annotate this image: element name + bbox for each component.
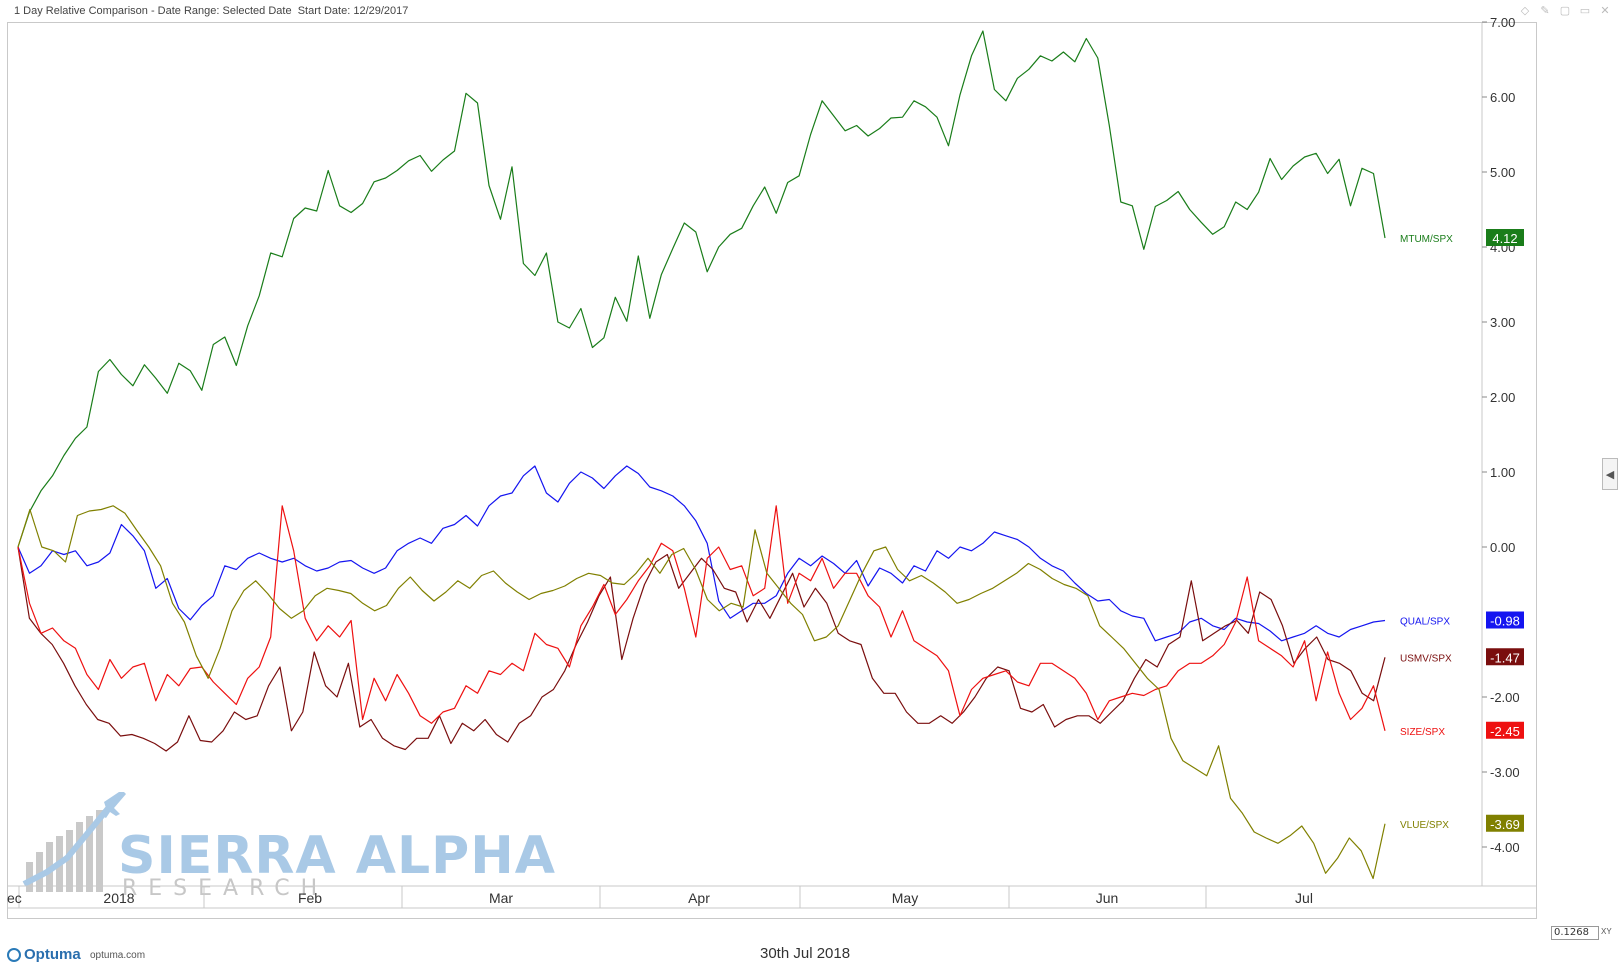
last-value-badge: [1486, 648, 1524, 666]
y-tick-label: -2.00: [1490, 690, 1520, 705]
optuma-logo-icon: [7, 948, 21, 962]
series-line-qual-spx: [17, 465, 1386, 642]
y-tick-label: 2.00: [1490, 390, 1515, 405]
series-line-size-spx: [17, 505, 1386, 731]
last-value-badge: [1486, 721, 1524, 739]
brand-name: Optuma: [24, 946, 81, 963]
y-tick-label: 1.00: [1490, 465, 1515, 480]
chart-title: 1 Day Relative Comparison - Date Range: …: [14, 5, 409, 17]
last-value-badge: [1486, 814, 1524, 832]
xy-label: XY: [1601, 927, 1612, 936]
collapse-panel-button[interactable]: ◀: [1602, 458, 1618, 490]
y-tick-label: -4.00: [1490, 840, 1520, 855]
diamond-icon[interactable]: ◇: [1520, 5, 1530, 17]
line-chart: 7.006.005.004.003.002.001.000.00-2.00-3.…: [7, 15, 1537, 909]
window-icon[interactable]: ▭: [1579, 5, 1591, 17]
x-tick-label: Jun: [1096, 890, 1119, 906]
series-line-mtum-spx: [17, 30, 1386, 548]
series-label: MTUM/SPX: [1400, 234, 1453, 245]
last-value-label: 4.12: [1492, 231, 1517, 246]
series-line-vlue-spx: [17, 505, 1386, 880]
xy-readout[interactable]: 0.1268: [1551, 926, 1599, 940]
x-tick-label: 2018: [103, 890, 134, 906]
series-label: USMV/SPX: [1400, 653, 1452, 664]
watermark-logo-graphic: [22, 792, 126, 892]
last-value-label: -3.69: [1490, 817, 1520, 832]
watermark-title: SIERRA ALPHA: [118, 826, 557, 886]
x-tick-label: Feb: [298, 890, 322, 906]
last-value-label: -1.47: [1490, 650, 1520, 665]
x-tick-label: ec: [7, 890, 22, 906]
y-tick-label: -3.00: [1490, 765, 1520, 780]
pin-icon[interactable]: ✎: [1540, 5, 1550, 17]
y-tick-label: 6.00: [1490, 90, 1515, 105]
last-value-label: -0.98: [1490, 614, 1520, 629]
watermark-subtitle: RESEARCH: [122, 876, 329, 901]
series-label: VLUE/SPX: [1400, 820, 1449, 831]
brand-url[interactable]: optuma.com: [90, 950, 146, 961]
cursor-date: 30th Jul 2018: [760, 945, 851, 962]
x-tick-label: Mar: [489, 890, 513, 906]
title-bar: 1 Day Relative Comparison - Date Range: …: [0, 0, 1620, 22]
plot-frame: [7, 22, 1537, 919]
x-tick-label: May: [892, 890, 918, 906]
close-icon[interactable]: ✕: [1600, 5, 1610, 17]
window-controls: ◇ ✎ ▢ ▭ ✕: [1518, 4, 1612, 17]
last-value-badge: [1486, 229, 1524, 246]
y-tick-label: 0.00: [1490, 540, 1515, 555]
airplane-icon: [102, 792, 126, 818]
last-value-badge: [1486, 611, 1524, 629]
y-tick-label: 5.00: [1490, 165, 1515, 180]
y-tick-label: 3.00: [1490, 315, 1515, 330]
last-value-label: -2.45: [1490, 724, 1520, 739]
series-label: QUAL/SPX: [1400, 617, 1450, 628]
x-tick-label: Jul: [1295, 890, 1313, 906]
series-line-usmv-spx: [17, 546, 1386, 752]
series-label: SIZE/SPX: [1400, 727, 1445, 738]
x-tick-label: Apr: [688, 890, 710, 906]
copy-icon[interactable]: ▢: [1559, 5, 1571, 17]
y-tick-label: 7.00: [1490, 15, 1515, 30]
